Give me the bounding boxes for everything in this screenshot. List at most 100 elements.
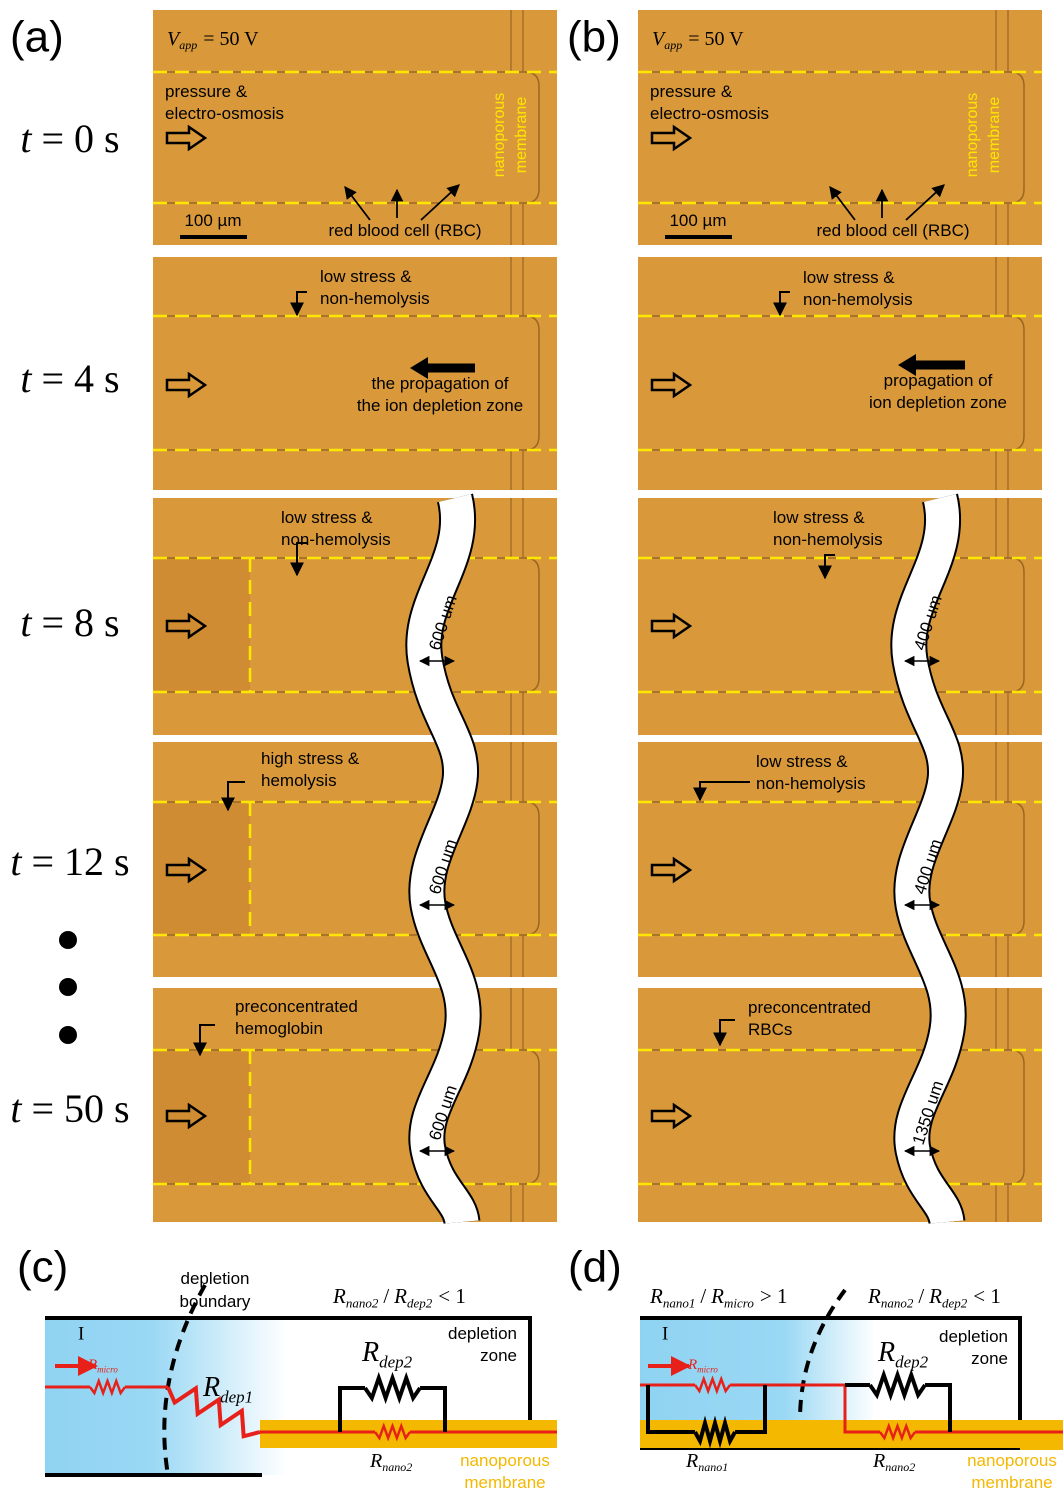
circuit-c xyxy=(45,1285,557,1475)
zone-label-line: zone xyxy=(971,1349,1008,1368)
subscript: micro xyxy=(724,1295,754,1310)
symbol: R xyxy=(685,1450,698,1472)
ratio: Rnano2/Rdep2< 1 xyxy=(332,1284,466,1310)
annotation-line: non-hemolysis xyxy=(756,774,866,793)
ratio-relation: > 1 xyxy=(760,1284,788,1308)
subscript: dep2 xyxy=(942,1295,968,1310)
time-label: t= 12 s xyxy=(10,839,129,884)
voltage-rest: = 50 V xyxy=(688,28,744,50)
time-symbol: t xyxy=(10,1086,22,1131)
ratio: Rnano2/Rdep2< 1 xyxy=(867,1284,1001,1310)
time-symbol: t xyxy=(20,356,32,401)
membrane-label-line: nanoporous xyxy=(460,1451,550,1470)
membrane-label-line: nanoporous xyxy=(967,1451,1057,1470)
ratio-relation: < 1 xyxy=(438,1284,466,1308)
annotation-line: membrane xyxy=(513,97,530,174)
boundary-label-line: boundary xyxy=(180,1292,251,1311)
time-value: = 50 s xyxy=(32,1086,130,1131)
panel-label: (c) xyxy=(17,1243,68,1292)
ellipsis-dot xyxy=(59,1026,77,1044)
annotation-line: non-hemolysis xyxy=(773,530,883,549)
annotation-line: nanoporous xyxy=(491,93,508,178)
annotation-line: 100 µm xyxy=(184,211,241,230)
annotation-line: preconcentrated xyxy=(748,998,871,1017)
annotation-line: low stress & xyxy=(320,267,412,286)
panel-label: (a) xyxy=(10,13,64,62)
micrograph xyxy=(153,742,557,977)
subscript: nano1 xyxy=(698,1460,728,1474)
current-label: I xyxy=(662,1323,668,1344)
annotation-line: nanoporous xyxy=(964,93,981,178)
zone-label-line: zone xyxy=(480,1346,517,1365)
symbol: R xyxy=(87,1357,97,1373)
annotation-line: ion depletion zone xyxy=(869,393,1007,412)
annotation-line: high stress & xyxy=(261,749,360,768)
annotation-line: hemoglobin xyxy=(235,1019,323,1038)
subscript: dep2 xyxy=(379,1352,413,1371)
annotation-line: low stress & xyxy=(756,752,848,771)
ellipsis-dot xyxy=(59,931,77,949)
zone-label-line: depletion xyxy=(939,1327,1008,1346)
subscript: nano1 xyxy=(663,1295,696,1310)
micrograph xyxy=(638,988,1042,1222)
current-label: I xyxy=(78,1323,84,1344)
annotation-line: propagation of xyxy=(884,371,993,390)
ratio: Rnano1/Rmicro> 1 xyxy=(649,1284,787,1310)
annotation-line: non-hemolysis xyxy=(320,289,430,308)
annotation: 100 µm xyxy=(669,211,726,230)
annotation-line: the propagation of xyxy=(371,374,508,393)
subscript: app xyxy=(179,38,197,52)
boundary-label: depletion boundary xyxy=(180,1269,251,1311)
time-value: = 4 s xyxy=(42,356,120,401)
time-label: t= 4 s xyxy=(20,356,119,401)
ellipsis-dot xyxy=(59,978,77,996)
annotation-line: non-hemolysis xyxy=(803,290,913,309)
time-value: = 8 s xyxy=(42,600,120,645)
annotation-line: low stress & xyxy=(773,508,865,527)
annotation-line: electro-osmosis xyxy=(650,104,769,123)
symbol: R xyxy=(369,1450,382,1472)
annotation-line: hemolysis xyxy=(261,771,337,790)
page: {"panels": [ {"label": "(a)", "voltage":… xyxy=(0,0,1063,1491)
symbol: R xyxy=(710,1284,724,1308)
time-symbol: t xyxy=(20,600,32,645)
micrograph xyxy=(153,988,557,1222)
annotation: 100 µm xyxy=(184,211,241,230)
subscript: dep2 xyxy=(895,1352,929,1371)
annotation-line: pressure & xyxy=(650,82,733,101)
time-symbol: t xyxy=(10,839,22,884)
subscript: app xyxy=(664,38,682,52)
boundary-label-line: depletion xyxy=(180,1269,249,1288)
voltage-rest: = 50 V xyxy=(203,28,259,50)
subscript: dep1 xyxy=(220,1387,253,1406)
ratio-relation: < 1 xyxy=(973,1284,1001,1308)
subscript: nano2 xyxy=(885,1460,915,1474)
symbol: R xyxy=(867,1284,881,1308)
annotation-line: RBCs xyxy=(748,1020,792,1039)
symbol: R xyxy=(649,1284,663,1308)
ratio-op: / xyxy=(383,1284,389,1308)
subscript: nano2 xyxy=(881,1295,914,1310)
panel-label: (b) xyxy=(567,13,621,62)
membrane-label: nanoporous membrane xyxy=(967,1451,1057,1491)
time-value: = 12 s xyxy=(32,839,130,884)
membrane-label-line: membrane xyxy=(971,1473,1052,1491)
annotation-line: 100 µm xyxy=(669,211,726,230)
subscript: micro xyxy=(97,1365,118,1375)
annotation-line: membrane xyxy=(986,97,1003,174)
time-value: = 0 s xyxy=(42,116,120,161)
symbol: R xyxy=(202,1372,220,1403)
annotation: red blood cell (RBC) xyxy=(328,221,481,240)
time-symbol: t xyxy=(20,116,32,161)
subscript: micro xyxy=(697,1365,718,1375)
symbol: R xyxy=(877,1337,895,1368)
micrograph-bg xyxy=(638,988,1042,1222)
annotation-line: the ion depletion zone xyxy=(357,396,523,415)
annotation-line: low stress & xyxy=(281,508,373,527)
annotation-line: low stress & xyxy=(803,268,895,287)
annotation-line: pressure & xyxy=(165,82,248,101)
symbol: R xyxy=(687,1357,697,1373)
figure: (a) pressure & electro-osmosis nanoporous me… xyxy=(0,0,1063,1491)
subscript: nano2 xyxy=(346,1295,379,1310)
annotation: red blood cell (RBC) xyxy=(816,221,969,240)
